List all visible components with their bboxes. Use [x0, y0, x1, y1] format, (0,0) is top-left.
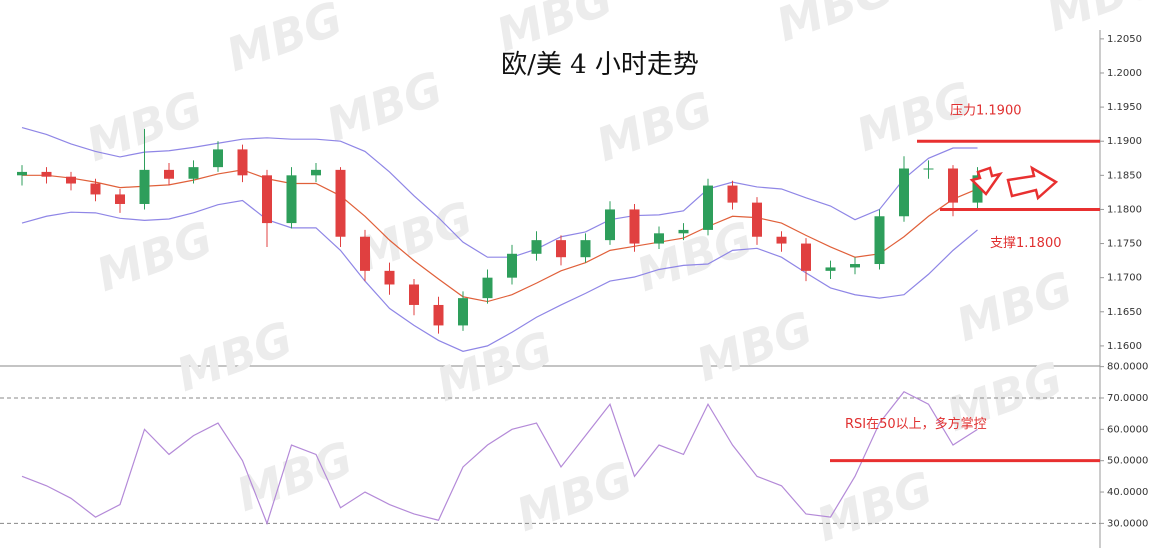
watermark: MBG [320, 61, 450, 152]
y-tick-label: 1.2050 [1107, 34, 1142, 45]
plot: 1.1600 1.1650 1.1700 1.1750 1.1800 1.1850 1.19… [0, 34, 1148, 529]
candle-body [531, 240, 542, 254]
y-tick-label: 1.1600 [1107, 341, 1142, 352]
candle-body [41, 171, 52, 177]
candle-body [948, 168, 958, 203]
watermark: MBG [810, 461, 940, 552]
candle-body [139, 169, 150, 204]
candle-body [899, 168, 909, 217]
candle-body [90, 183, 101, 195]
y-tick-label: 50.0000 [1107, 456, 1148, 467]
candle-body [188, 167, 199, 179]
watermark: MBG [630, 211, 760, 302]
y-tick-label: 60.0000 [1107, 424, 1148, 435]
y-tick-label: 1.1850 [1107, 170, 1142, 181]
candle-body [752, 202, 762, 237]
watermark: MBG [90, 211, 220, 302]
candle-body [654, 233, 664, 244]
level-label: 压力1.1900 [950, 104, 1022, 119]
arrow-right [1006, 165, 1059, 201]
candle-body [384, 270, 395, 285]
y-tick-label: 1.2000 [1107, 68, 1142, 79]
candle-body [605, 209, 615, 241]
y-tick-label: 1.1900 [1107, 136, 1142, 147]
candle-body [409, 284, 419, 305]
candle-body [556, 240, 566, 258]
candle-body [213, 149, 223, 168]
candle-body [17, 171, 27, 176]
arrow-down [969, 166, 1003, 196]
y-tick-label: 80.0000 [1107, 362, 1148, 373]
band-line [21, 199, 978, 352]
y-tick-label: 30.0000 [1107, 518, 1148, 529]
candle-body [923, 168, 934, 170]
candle-body [678, 229, 689, 234]
candle-body [776, 236, 787, 244]
y-tick-label: 1.1750 [1107, 239, 1142, 250]
band-line [22, 169, 978, 303]
candle-body [972, 175, 983, 203]
candle-body [727, 185, 738, 203]
candle-body [874, 216, 885, 265]
candle-body [482, 277, 493, 299]
candle-body [311, 169, 321, 176]
candle-body [262, 175, 272, 224]
chart-title: 欧/美 4 小时走势 [501, 50, 699, 80]
y-tick-label: 1.1650 [1107, 307, 1142, 318]
candle-body [801, 243, 811, 271]
level-label: 支撑1.1800 [990, 236, 1062, 251]
candle-body [629, 209, 640, 244]
candle-body [286, 175, 297, 224]
watermark: MBG [950, 261, 1080, 352]
candle-body [458, 298, 468, 326]
candle-body [850, 264, 860, 268]
candle-body [164, 169, 174, 179]
candle-body [66, 176, 76, 184]
watermark: MBG [510, 451, 640, 542]
watermark: MBG [590, 81, 720, 172]
candle-body [237, 149, 248, 176]
candle-body [115, 194, 125, 204]
candle-body [703, 185, 713, 230]
candle-body [335, 169, 346, 237]
watermark: MBG [770, 0, 900, 52]
band-line [21, 126, 978, 258]
rsi-line [21, 390, 978, 526]
watermark: MBG [220, 0, 350, 82]
candle-body [433, 304, 444, 326]
candle-body [507, 253, 517, 278]
candle-body [825, 267, 836, 271]
watermark: MBG [170, 311, 300, 402]
y-tick-label: 40.0000 [1107, 487, 1148, 498]
level-label: RSI在50以上，多方掌控 [845, 416, 987, 432]
y-tick-label: 70.0000 [1107, 393, 1148, 404]
y-tick-label: 1.1800 [1107, 204, 1142, 215]
watermark: MBG [690, 301, 820, 392]
y-tick-label: 1.1950 [1107, 102, 1142, 113]
y-tick-label: 1.1700 [1107, 273, 1142, 284]
candle-body [580, 240, 591, 258]
candle-body [360, 236, 370, 271]
